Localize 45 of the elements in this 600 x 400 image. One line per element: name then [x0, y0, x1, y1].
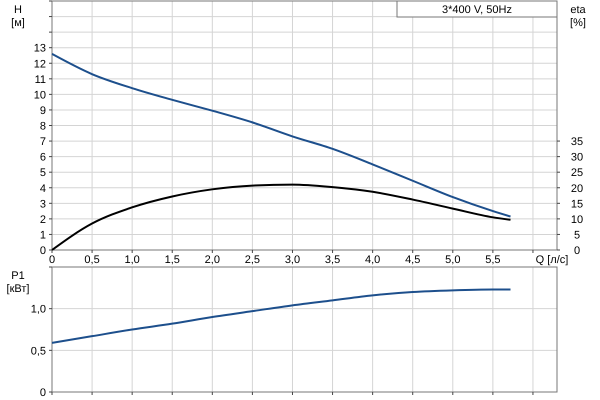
x-tick-label: 2,0 — [204, 254, 220, 266]
y-tick-label: 13 — [34, 42, 46, 55]
y-tick-label: 6 — [40, 152, 46, 164]
line-series — [51, 288, 512, 344]
y-tick-label: 0,5 — [30, 345, 46, 358]
y-tick-label: 5 — [40, 167, 46, 180]
y-tick-label: 7 — [40, 136, 46, 148]
y-tick-label: 10 — [34, 89, 46, 102]
y-tick-label: 4 — [40, 182, 46, 195]
y2-tick-label: 20 — [570, 182, 584, 195]
y-tick-label: 3 — [40, 198, 46, 210]
y2-tick-label: 10 — [570, 214, 584, 226]
line-series — [51, 184, 512, 251]
y2-tick-label: 0 — [574, 245, 580, 257]
y-tick-label: 0 — [40, 387, 46, 399]
y-tick-label: 0 — [40, 245, 46, 257]
y-tick-label: 11 — [34, 74, 46, 86]
x-tick-label: 3,5 — [324, 254, 340, 266]
x-tick-label: 2,5 — [244, 254, 260, 266]
y-axis-title: P1 [кВт] — [6, 270, 30, 295]
y2-tick-label: 5 — [574, 229, 580, 242]
y-tick-label: 9 — [40, 104, 46, 117]
x-tick-label: 1,5 — [164, 254, 180, 266]
x-tick-label: 0 — [48, 254, 56, 266]
chart-title: 3*400 V, 50Hz — [442, 4, 512, 16]
y2-axis-title: eta [%] — [570, 4, 587, 29]
x-tick-label: 4,0 — [364, 254, 380, 266]
y2-tick-label: 35 — [570, 136, 584, 148]
x-tick-label: 4,5 — [405, 254, 420, 266]
y-tick-label: 1,0 — [30, 304, 46, 316]
y-tick-label: 2 — [40, 214, 46, 226]
x-tick-label: 0,5 — [84, 254, 100, 266]
x-tick-label: 3,0 — [284, 254, 300, 266]
y2-tick-label: 15 — [570, 198, 584, 210]
x-tick-label: 5,0 — [445, 254, 460, 266]
y2-tick-label: 30 — [570, 152, 584, 164]
line-series — [51, 52, 512, 218]
x-tick-label: 1,0 — [124, 254, 140, 266]
x-axis-title: Q [л/с] — [536, 254, 568, 266]
y-tick-label: 1 — [40, 229, 46, 242]
y-tick-label: 12 — [34, 58, 46, 70]
x-tick-label: 5,5 — [485, 254, 501, 266]
y-axis-title: H [м] — [11, 4, 25, 29]
y-tick-label: 8 — [40, 120, 46, 132]
y2-tick-label: 25 — [570, 167, 584, 180]
